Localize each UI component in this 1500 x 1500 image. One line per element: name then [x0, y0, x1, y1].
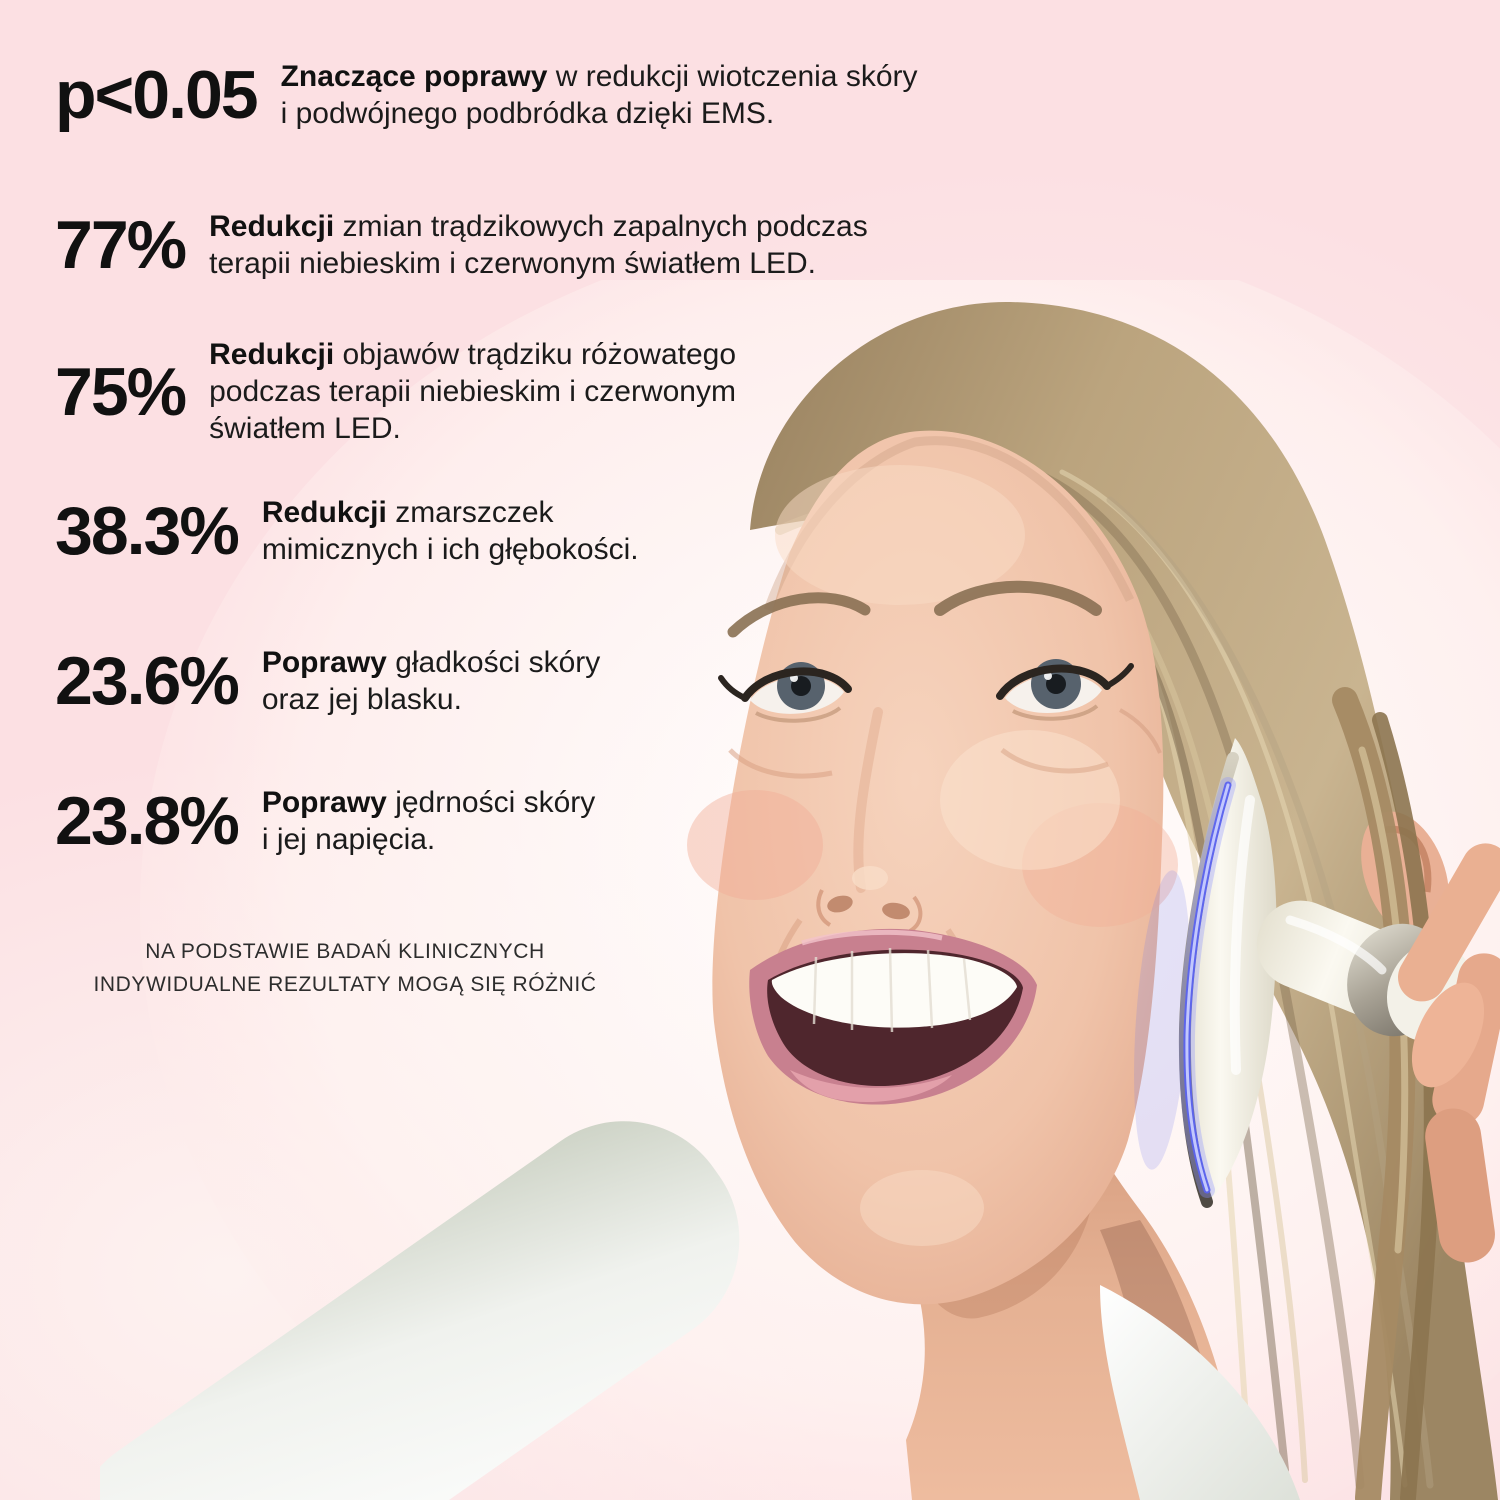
device-led-core	[1185, 783, 1230, 1192]
stat-row-p-value: p<0.05 Znaczące poprawy w redukcji wiotc…	[55, 56, 918, 134]
robe-right-collar	[1100, 1285, 1300, 1500]
stat-row-77: 77% Redukcji zmian trądzikowych zapalnyc…	[55, 206, 868, 284]
robe-left-collar	[71, 1121, 740, 1500]
nostril-left	[827, 895, 853, 913]
woman-photo	[71, 220, 1500, 1500]
stat-description: Poprawy gładkości skóry oraz jej blasku.	[261, 646, 601, 716]
hand	[1398, 843, 1500, 1263]
device-shine	[1229, 795, 1255, 1075]
chin-highlight	[860, 1170, 984, 1246]
smile-line-left-eye	[728, 748, 833, 779]
stat-value: 77%	[55, 207, 187, 283]
stat-row-38-3: 38.3% Redukcji zmarszczek mimicznych i i…	[55, 492, 639, 570]
right-eye	[996, 659, 1134, 721]
nose-tip-highlight	[852, 866, 888, 890]
left-eye	[718, 662, 852, 723]
cheek-highlight	[940, 730, 1120, 870]
nose-wing-right	[908, 895, 923, 933]
smile-line-right-eye	[1000, 748, 1109, 774]
stat-value: 23.8%	[55, 783, 240, 859]
disclaimer-line-2: INDYWIDUALNE REZULTATY MOGĄ SIĘ RÓŻNIĆ	[93, 972, 597, 996]
led-glow-on-skin	[1134, 870, 1190, 1170]
stat-row-75: 75% Redukcji objawów trądziku różowatego…	[55, 336, 736, 447]
stat-value: 75%	[55, 353, 187, 430]
stat-row-23-8: 23.8% Poprawy jędrności skóry i jej napi…	[55, 782, 595, 860]
stat-description: Poprawy jędrności skóry i jej napięcia.	[261, 786, 596, 856]
cheek-blush-left	[687, 790, 823, 900]
stat-row-23-6: 23.6% Poprawy gładkości skóry oraz jej b…	[55, 642, 600, 720]
stat-value: 38.3%	[55, 493, 240, 569]
nose-wing-left	[816, 889, 832, 927]
crows-feet	[1119, 708, 1162, 754]
stat-description: Redukcji objawów trądziku różowatego pod…	[209, 338, 737, 445]
stat-description: Redukcji zmarszczek mimicznych i ich głę…	[261, 496, 639, 566]
woman-photo-illustration	[71, 220, 1500, 1500]
stat-value: p<0.05	[55, 57, 259, 133]
stat-value: 23.6%	[55, 643, 240, 719]
disclaimer-line-1: NA PODSTAWIE BADAŃ KLINICZNYCH	[145, 940, 545, 963]
stat-description: Redukcji zmian trądzikowych zapalnych po…	[209, 210, 868, 280]
forehead-highlight	[775, 465, 1025, 605]
right-eyebrow	[934, 580, 1102, 616]
nostril-right	[882, 902, 910, 920]
handle-shine	[1285, 915, 1387, 975]
left-eyebrow	[727, 592, 871, 638]
stat-description: Znaczące poprawy w redukcji wiotczenia s…	[280, 60, 918, 130]
hair	[750, 301, 1498, 1500]
clinical-disclaimer: NA PODSTAWIE BADAŃ KLINICZNYCH INDYWIDUA…	[55, 936, 635, 1001]
mouth	[749, 928, 1037, 1105]
